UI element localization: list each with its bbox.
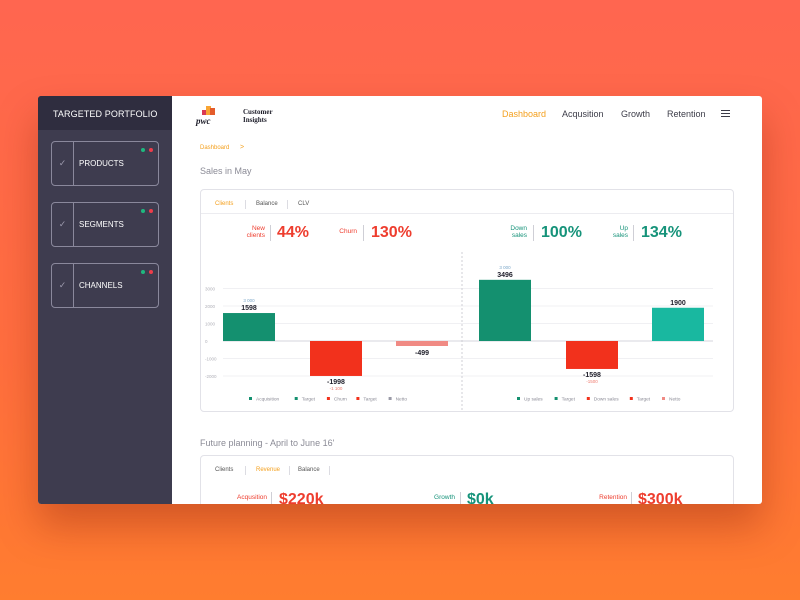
status-dot-green (141, 270, 145, 274)
sidebar-item-products[interactable]: ✓ PRODUCTS (51, 141, 159, 186)
y-tick-label: 0 (205, 339, 208, 344)
kpi-value-up-sales: 134% (641, 224, 682, 241)
kpi-value-down-sales: 100% (541, 224, 582, 241)
sidebar-title: TARGETED PORTFOLIO (38, 96, 172, 130)
check-icon: ✓ (52, 264, 74, 307)
sales-card: Clients Balance CLV New clients 44% Churn… (200, 189, 734, 412)
app-window: TARGETED PORTFOLIO ✓ PRODUCTS ✓ SEGMENTS… (38, 96, 762, 504)
tab-revenue[interactable]: Revenue (256, 467, 281, 473)
legend-swatch (249, 397, 252, 400)
section-title-future: Future planning - April to June 16' (200, 438, 335, 448)
y-tick-label: 1000 (205, 322, 216, 327)
sidebar-item-segments[interactable]: ✓ SEGMENTS (51, 202, 159, 247)
legend-swatch (554, 397, 558, 400)
bar-1 (310, 341, 362, 376)
kpi-value-growth: $0k (467, 491, 494, 504)
bar-value-label: -1598 (583, 372, 601, 379)
bar-2 (396, 341, 448, 346)
status-dot-red (149, 209, 153, 213)
sidebar-item-label: PRODUCTS (79, 159, 124, 168)
kpi-value-acquisition: $220k (279, 491, 324, 504)
legend-label: Target (302, 397, 316, 403)
bar-3 (479, 279, 531, 341)
kpi-label-acquisition: Acqusition (237, 494, 267, 501)
legend-label: Target (637, 397, 651, 403)
bar-value-label: -1998 (327, 379, 345, 386)
bar-value-label: 3496 (497, 272, 513, 279)
status-dot-red (149, 148, 153, 152)
target-label: -1500 (586, 379, 598, 384)
tab-balance[interactable]: Balance (256, 201, 278, 207)
chevron-right-icon: > (240, 144, 245, 151)
target-label: -1 100 (330, 386, 343, 391)
legend-swatch (356, 397, 360, 400)
legend-label: Down sales (594, 397, 619, 403)
sidebar-item-channels[interactable]: ✓ CHANNELS (51, 263, 159, 308)
sidebar: TARGETED PORTFOLIO ✓ PRODUCTS ✓ SEGMENTS… (38, 96, 172, 504)
status-dot-green (141, 209, 145, 213)
kpi-label-growth: Growth (434, 494, 455, 501)
y-tick-label: 2000 (205, 304, 216, 309)
legend-swatch (294, 397, 298, 400)
sidebar-item-label: CHANNELS (79, 281, 123, 290)
bar-value-label: 1900 (670, 300, 686, 307)
tab-clients[interactable]: Clients (215, 201, 234, 207)
kpi-label-down-sales: Down sales (510, 225, 527, 239)
legend-label: Up sales (524, 397, 543, 403)
y-tick-label: 3000 (205, 287, 216, 292)
legend-label: Target (363, 397, 377, 403)
kpi-label-up-sales: Up sales (612, 225, 628, 239)
y-tick-label: -2000 (205, 374, 217, 379)
pwc-logo[interactable]: pwc (196, 106, 218, 126)
kpi-label-retention: Retention (599, 494, 627, 501)
legend-label: Churn (334, 397, 347, 403)
brand-name: Customer Insights (243, 108, 273, 124)
sidebar-item-label: SEGMENTS (79, 220, 124, 229)
future-card: Clients Revenue Balance Acqusition $220k… (200, 455, 734, 504)
bar-value-label: 1598 (241, 305, 257, 312)
legend-swatch (326, 397, 330, 400)
hamburger-icon[interactable] (721, 110, 730, 117)
tab-balance[interactable]: Balance (298, 467, 320, 473)
check-icon: ✓ (52, 203, 74, 246)
bar-0 (223, 313, 275, 341)
target-label: 3 000 (243, 298, 255, 303)
y-tick-label: -1000 (205, 357, 217, 362)
legend-swatch (629, 397, 633, 400)
legend-swatch (586, 397, 590, 400)
tab-clients[interactable]: Clients (215, 467, 234, 473)
nav-acquisition[interactable]: Acqusition (562, 109, 604, 119)
legend-label: Target (562, 397, 576, 403)
status-dot-red (149, 270, 153, 274)
kpi-value-new-clients: 44% (277, 224, 310, 241)
nav-dashboard[interactable]: Dashboard (502, 109, 547, 119)
kpi-label-new-clients: New clients (246, 225, 265, 239)
bar-4 (566, 341, 618, 369)
main-content: pwc Customer Insights Dashboard Acqusiti… (172, 96, 762, 504)
nav-retention[interactable]: Retention (667, 109, 706, 119)
target-label: 3 000 (499, 265, 511, 270)
sales-chart: 3000 2000 1000 0 -1000 -2000 1598 3 000 -1998-1 … (205, 252, 713, 410)
logo-text: pwc (196, 116, 211, 126)
bar-5 (652, 307, 704, 341)
bar-value-label: -499 (415, 350, 429, 357)
nav-growth[interactable]: Growth (621, 109, 651, 119)
check-icon: ✓ (52, 142, 74, 185)
status-dot-green (141, 148, 145, 152)
legend-label: Netto (669, 397, 681, 403)
tab-clv[interactable]: CLV (298, 201, 310, 207)
kpi-value-churn: 130% (371, 224, 412, 241)
legend-swatch (388, 397, 392, 400)
breadcrumb[interactable]: Dashboard (200, 145, 230, 151)
legend-label: Acquisition (256, 397, 280, 403)
legend-label: Netto (396, 397, 408, 403)
kpi-label-churn: Churn (339, 228, 357, 235)
section-title-sales: Sales in May (200, 166, 252, 176)
legend-swatch (662, 397, 665, 400)
legend-swatch (517, 397, 520, 400)
kpi-value-retention: $300k (638, 491, 683, 504)
